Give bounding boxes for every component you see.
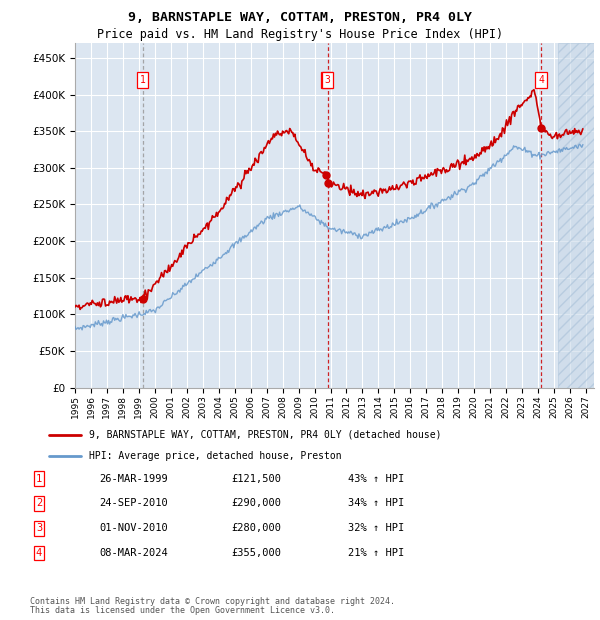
Text: 9, BARNSTAPLE WAY, COTTAM, PRESTON, PR4 0LY (detached house): 9, BARNSTAPLE WAY, COTTAM, PRESTON, PR4 …	[89, 430, 442, 440]
Text: 1: 1	[36, 474, 42, 484]
Text: 34% ↑ HPI: 34% ↑ HPI	[348, 498, 404, 508]
Text: 4: 4	[538, 75, 544, 85]
Text: 2: 2	[323, 75, 329, 85]
Text: 4: 4	[36, 548, 42, 558]
Text: 01-NOV-2010: 01-NOV-2010	[99, 523, 168, 533]
Text: 08-MAR-2024: 08-MAR-2024	[99, 548, 168, 558]
Bar	[558, 43, 594, 388]
Text: 43% ↑ HPI: 43% ↑ HPI	[348, 474, 404, 484]
Text: £355,000: £355,000	[231, 548, 281, 558]
Text: £121,500: £121,500	[231, 474, 281, 484]
Text: Contains HM Land Registry data © Crown copyright and database right 2024.: Contains HM Land Registry data © Crown c…	[30, 597, 395, 606]
Text: 2: 2	[36, 498, 42, 508]
Text: This data is licensed under the Open Government Licence v3.0.: This data is licensed under the Open Gov…	[30, 606, 335, 615]
Text: 32% ↑ HPI: 32% ↑ HPI	[348, 523, 404, 533]
Text: £290,000: £290,000	[231, 498, 281, 508]
Text: 9, BARNSTAPLE WAY, COTTAM, PRESTON, PR4 0LY: 9, BARNSTAPLE WAY, COTTAM, PRESTON, PR4 …	[128, 11, 472, 24]
Text: HPI: Average price, detached house, Preston: HPI: Average price, detached house, Pres…	[89, 451, 341, 461]
Text: 21% ↑ HPI: 21% ↑ HPI	[348, 548, 404, 558]
Text: 1: 1	[140, 75, 145, 85]
Text: Price paid vs. HM Land Registry's House Price Index (HPI): Price paid vs. HM Land Registry's House …	[97, 28, 503, 41]
Text: 3: 3	[36, 523, 42, 533]
Text: £280,000: £280,000	[231, 523, 281, 533]
Text: 24-SEP-2010: 24-SEP-2010	[99, 498, 168, 508]
Text: 26-MAR-1999: 26-MAR-1999	[99, 474, 168, 484]
Text: 3: 3	[325, 75, 331, 85]
